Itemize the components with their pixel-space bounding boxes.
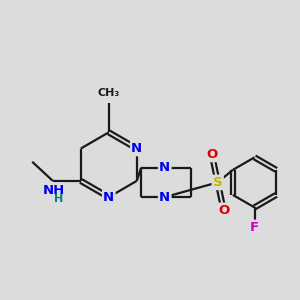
Text: N: N: [159, 161, 170, 174]
Text: N: N: [159, 190, 170, 204]
Text: N: N: [103, 190, 114, 204]
Text: S: S: [213, 176, 223, 189]
Text: F: F: [250, 221, 259, 234]
Text: H: H: [53, 194, 63, 204]
Text: O: O: [218, 204, 229, 217]
Text: N: N: [131, 142, 142, 155]
Text: NH: NH: [43, 184, 65, 197]
Text: CH₃: CH₃: [98, 88, 120, 98]
Text: O: O: [206, 148, 218, 161]
